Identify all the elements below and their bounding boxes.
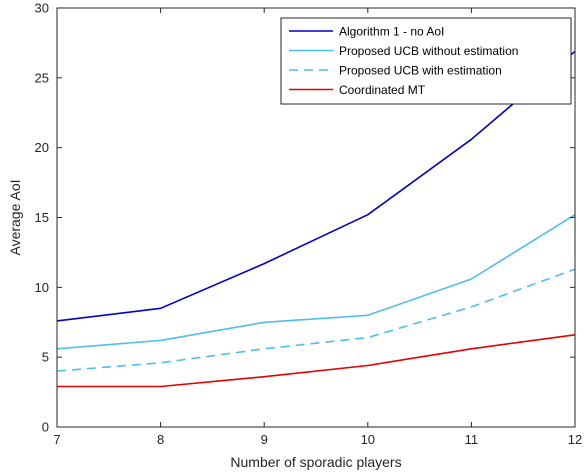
x-tick-label: 11	[465, 432, 479, 447]
x-tick-label: 9	[261, 432, 268, 447]
y-tick-label: 30	[35, 1, 49, 16]
y-tick-label: 0	[42, 420, 49, 435]
series-line-3	[56, 268, 576, 372]
series-line-4	[57, 334, 576, 388]
y-tick-label: 15	[35, 210, 49, 225]
series-layer	[56, 50, 576, 388]
x-tick-label: 10	[361, 432, 375, 447]
legend-entry-2: Proposed UCB without estimation	[339, 44, 518, 58]
y-axis-label: Average AoI	[7, 179, 23, 255]
y-tick-label: 10	[35, 280, 49, 295]
x-axis-label: Number of sporadic players	[230, 454, 401, 470]
x-tick-label: 12	[568, 432, 582, 447]
legend-entry-1: Algorithm 1 - no AoI	[339, 25, 444, 39]
series-line-1	[56, 50, 576, 322]
x-tick-label: 7	[53, 432, 60, 447]
ticks-layer: 7 8 9 10 11 12 0 5 10 15 20 25 30	[35, 1, 583, 448]
x-tick-label: 8	[157, 432, 164, 447]
legend-entry-4: Coordinated MT	[339, 83, 426, 97]
series-line-2	[56, 214, 576, 350]
y-tick-label: 20	[35, 140, 49, 155]
legend: Algorithm 1 - no AoI Proposed UCB without…	[280, 17, 572, 105]
y-tick-label: 5	[42, 350, 49, 365]
legend-entry-3: Proposed UCB with estimation	[339, 64, 502, 78]
y-tick-label: 25	[35, 70, 49, 85]
